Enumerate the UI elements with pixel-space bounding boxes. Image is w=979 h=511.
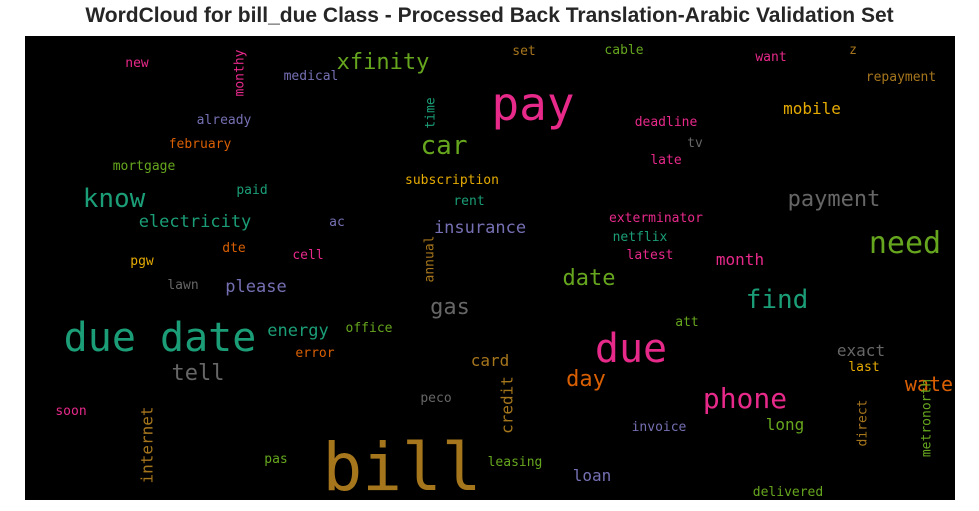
- wordcloud-canvas: bill due date pay due need phone find car know xf…: [25, 36, 955, 500]
- word-already: already: [197, 113, 252, 128]
- word-deadline: deadline: [635, 115, 698, 130]
- word-know: know: [83, 184, 146, 214]
- word-ac: ac: [329, 215, 345, 230]
- word-february: february: [169, 137, 232, 152]
- word-error: error: [295, 346, 334, 361]
- word-repayment: repayment: [866, 70, 936, 85]
- word-rent: rent: [453, 194, 484, 209]
- word-card: card: [471, 351, 510, 370]
- word-energy: energy: [267, 321, 328, 341]
- word-latest: latest: [627, 248, 674, 263]
- word-pas: pas: [264, 452, 287, 467]
- word-pgw: pgw: [130, 254, 154, 269]
- word-tv: tv: [687, 136, 703, 151]
- word-set: set: [512, 44, 535, 59]
- word-xfinity: xfinity: [337, 50, 430, 75]
- word-paid: paid: [236, 183, 267, 198]
- word-please: please: [225, 277, 286, 297]
- word-cell: cell: [292, 248, 323, 263]
- word-payment: payment: [788, 187, 881, 212]
- word-credit: credit: [498, 376, 517, 434]
- word-dte: dte: [222, 241, 246, 256]
- word-pay: pay: [491, 77, 574, 131]
- word-want: want: [755, 50, 786, 65]
- word-due-date: due date: [64, 315, 257, 361]
- word-long: long: [766, 415, 805, 434]
- word-lawn: lawn: [167, 278, 198, 293]
- word-electricity: electricity: [139, 212, 252, 232]
- word-insurance: insurance: [434, 218, 526, 238]
- word-soon: soon: [55, 404, 86, 419]
- word-internet: internet: [138, 406, 157, 483]
- word-bill: bill: [323, 429, 482, 500]
- chart-title: WordCloud for bill_due Class - Processed…: [85, 4, 894, 27]
- word-gas: gas: [430, 295, 470, 320]
- word-monthy: monthy: [233, 49, 248, 96]
- word-date: date: [563, 266, 616, 291]
- word-need: need: [869, 226, 941, 261]
- word-find: find: [746, 285, 809, 315]
- word-month: month: [716, 250, 764, 269]
- word-day: day: [566, 367, 606, 392]
- word-cable: cable: [604, 43, 643, 58]
- word-invoice: invoice: [632, 420, 687, 435]
- word-netflix: netflix: [613, 230, 668, 245]
- word-medical: medical: [284, 69, 339, 84]
- word-new: new: [125, 56, 149, 71]
- word-car: car: [421, 131, 468, 161]
- word-water: water: [905, 372, 955, 396]
- wordcloud-svg: bill due date pay due need phone find car know xf…: [55, 43, 955, 500]
- word-mobile: mobile: [783, 99, 841, 118]
- word-due: due: [595, 326, 667, 372]
- word-direct: direct: [856, 400, 871, 447]
- word-delivered: delivered: [753, 485, 823, 500]
- word-mortgage: mortgage: [113, 159, 176, 174]
- word-exact: exact: [837, 341, 885, 360]
- word-z: z: [849, 43, 857, 58]
- word-time: time: [424, 97, 439, 128]
- word-phone: phone: [703, 382, 787, 415]
- word-tell: tell: [172, 361, 225, 386]
- word-leasing: leasing: [488, 455, 543, 470]
- word-exterminator: exterminator: [609, 211, 703, 226]
- word-annual: annual: [423, 236, 438, 283]
- word-loan: loan: [573, 466, 612, 485]
- word-metronorth: metronorth: [920, 379, 935, 457]
- word-subscription: subscription: [405, 173, 499, 188]
- word-peco: peco: [420, 391, 451, 406]
- word-late: late: [650, 153, 681, 168]
- word-last: last: [848, 360, 879, 375]
- word-office: office: [346, 321, 393, 336]
- word-att: att: [675, 315, 698, 330]
